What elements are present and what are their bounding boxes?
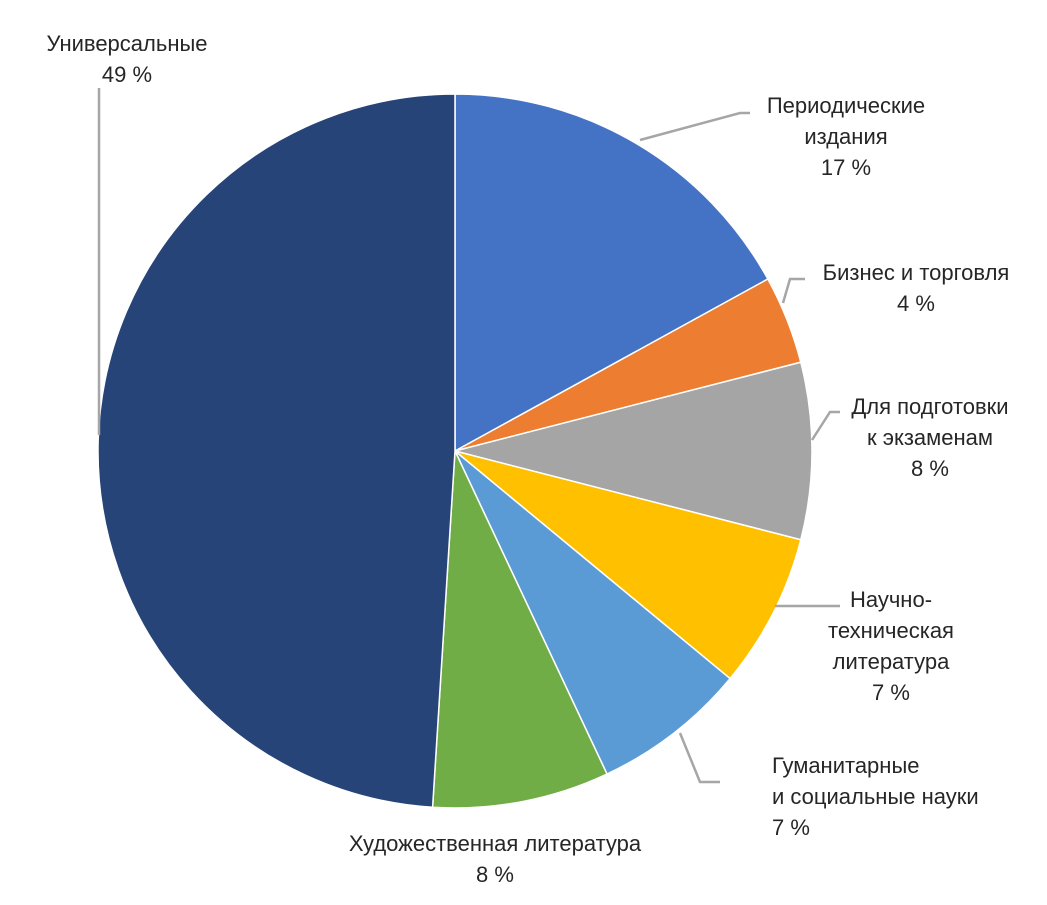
data-label: Научно-техническая литература 7 % xyxy=(828,587,954,705)
leader-line xyxy=(781,277,805,304)
pie-slice xyxy=(454,361,813,541)
data-labels: Периодические издания 17 % Бизнес и торговл… xyxy=(46,31,1009,887)
leader-line xyxy=(639,111,750,142)
data-label-value: 49 % xyxy=(102,62,152,87)
leader-line xyxy=(678,732,720,784)
data-label-category: и социальные науки xyxy=(772,784,979,809)
leader-line xyxy=(810,410,840,441)
pie-slice xyxy=(454,93,769,453)
data-label: Бизнес и торговля 4 % xyxy=(823,260,1010,316)
data-label: Универсальные 49 % xyxy=(46,31,207,87)
data-label-value: 7 % xyxy=(772,815,810,840)
pie-slices xyxy=(97,93,813,809)
leader-lines xyxy=(97,88,840,784)
pie-slice xyxy=(97,93,456,809)
pie-slice xyxy=(454,450,732,776)
data-label-category: техническая xyxy=(828,618,954,643)
data-label-category: к экзаменам xyxy=(867,425,993,450)
data-label-category: Научно- xyxy=(850,587,932,612)
data-label-value: 17 % xyxy=(821,155,871,180)
pie-slice xyxy=(431,450,609,809)
data-label-value: 4 % xyxy=(897,291,935,316)
data-label-value: 8 % xyxy=(911,456,949,481)
pie-slice xyxy=(454,450,802,680)
data-label-category: Гуманитарные xyxy=(772,753,920,778)
data-label: Для подготовки к экзаменам 8 % xyxy=(851,394,1008,481)
data-label-category: Художественная литература xyxy=(349,831,642,856)
data-label-value: 7 % xyxy=(872,680,910,705)
data-label-category: Для подготовки xyxy=(851,394,1008,419)
data-label: Гуманитарные и социальные науки 7 % xyxy=(772,753,979,840)
data-label: Художественная литература 8 % xyxy=(349,831,642,887)
data-label-category: издания xyxy=(804,124,887,149)
data-label-category: Бизнес и торговля xyxy=(823,260,1010,285)
data-label-value: 8 % xyxy=(476,862,514,887)
data-label: Периодические издания 17 % xyxy=(767,93,925,180)
data-label-category: литература xyxy=(833,649,950,674)
data-label-category: Универсальные xyxy=(46,31,207,56)
data-label-category: Периодические xyxy=(767,93,925,118)
